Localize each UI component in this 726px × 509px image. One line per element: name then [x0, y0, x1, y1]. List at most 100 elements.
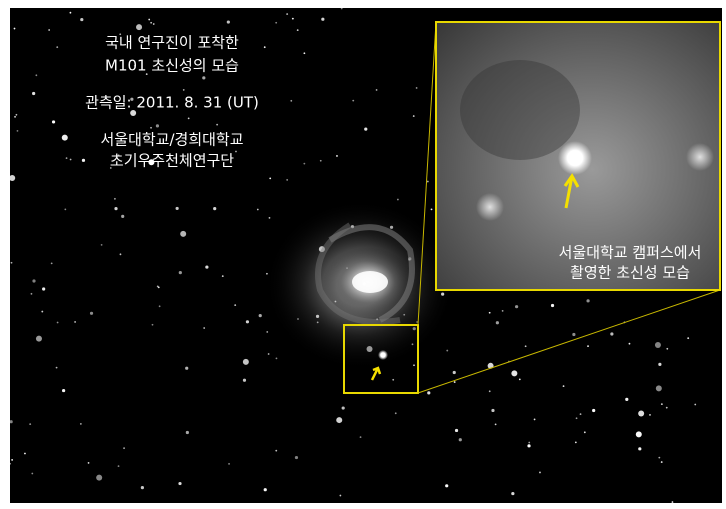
star: [9, 175, 15, 181]
star: [527, 444, 530, 447]
astronomy-photo: 서울대학교 캠퍼스에서 촬영한 초신성 모습 국내 연구진이 포착한 M101 …: [0, 0, 726, 509]
star: [592, 409, 595, 412]
star: [32, 279, 35, 282]
title-line: M101 초신성의 모습: [105, 57, 239, 75]
caption-line: 촬영한 초신성 모습: [570, 264, 690, 282]
star: [459, 438, 462, 441]
star: [295, 456, 298, 459]
star: [88, 462, 90, 464]
star: [519, 378, 521, 380]
star: [445, 484, 448, 487]
star: [176, 207, 179, 210]
star: [286, 179, 288, 181]
star: [658, 457, 660, 459]
star: [213, 207, 216, 210]
star: [259, 314, 262, 317]
star: [36, 336, 42, 342]
star: [303, 163, 305, 165]
star: [153, 23, 155, 25]
star: [427, 391, 430, 394]
star: [376, 89, 378, 91]
star: [136, 24, 142, 30]
star: [534, 419, 536, 421]
star: [342, 406, 345, 409]
star: [528, 442, 530, 444]
star: [515, 305, 518, 308]
star: [14, 28, 16, 30]
star: [364, 128, 367, 131]
star: [496, 321, 499, 324]
star: [11, 459, 13, 461]
star: [336, 417, 342, 423]
star: [62, 135, 68, 141]
star: [672, 501, 674, 503]
star: [243, 359, 249, 365]
star: [74, 321, 76, 323]
star: [42, 287, 45, 290]
star: [82, 159, 85, 162]
star: [16, 114, 18, 116]
star: [352, 100, 354, 102]
star: [10, 420, 13, 423]
star: [41, 311, 43, 313]
star: [90, 312, 93, 315]
star: [80, 18, 83, 21]
star: [141, 486, 144, 489]
star: [11, 262, 13, 264]
star: [62, 389, 65, 392]
star: [580, 413, 582, 415]
star: [292, 18, 294, 20]
star: [183, 89, 185, 91]
star: [576, 417, 578, 419]
star: [275, 22, 277, 24]
star: [286, 13, 288, 15]
star: [156, 124, 159, 127]
star: [101, 244, 103, 246]
star: [180, 231, 186, 237]
star: [321, 18, 324, 21]
star: [264, 46, 266, 48]
star: [427, 181, 429, 183]
star: [416, 87, 418, 89]
star: [629, 343, 631, 345]
star: [216, 124, 218, 126]
star: [56, 46, 58, 48]
star: [52, 120, 55, 123]
star: [649, 414, 651, 416]
star: [666, 348, 668, 350]
star: [638, 410, 644, 416]
star: [123, 447, 125, 449]
star: [587, 345, 589, 347]
star: [148, 19, 150, 21]
star: [491, 409, 494, 412]
star: [114, 198, 116, 200]
star: [243, 379, 246, 382]
star: [661, 403, 663, 405]
star: [413, 364, 415, 366]
supernova: [378, 350, 388, 360]
star: [186, 431, 189, 434]
star: [694, 404, 696, 406]
star: [51, 262, 53, 264]
star: [269, 177, 271, 179]
star: [413, 115, 415, 117]
star: [24, 453, 26, 455]
star: [392, 379, 394, 381]
star: [625, 398, 628, 401]
star: [205, 265, 208, 268]
star: [656, 385, 662, 391]
star: [64, 208, 66, 210]
star: [339, 495, 341, 497]
star: [66, 157, 68, 159]
star: [276, 358, 278, 360]
star: [575, 441, 577, 443]
star: [446, 350, 448, 352]
star: [453, 371, 456, 374]
star: [431, 208, 433, 210]
star: [275, 450, 277, 452]
star: [666, 407, 668, 409]
star: [658, 363, 661, 366]
inset: 서울대학교 캠퍼스에서 촬영한 초신성 모습: [436, 22, 720, 290]
star: [118, 465, 120, 467]
star: [489, 390, 491, 392]
